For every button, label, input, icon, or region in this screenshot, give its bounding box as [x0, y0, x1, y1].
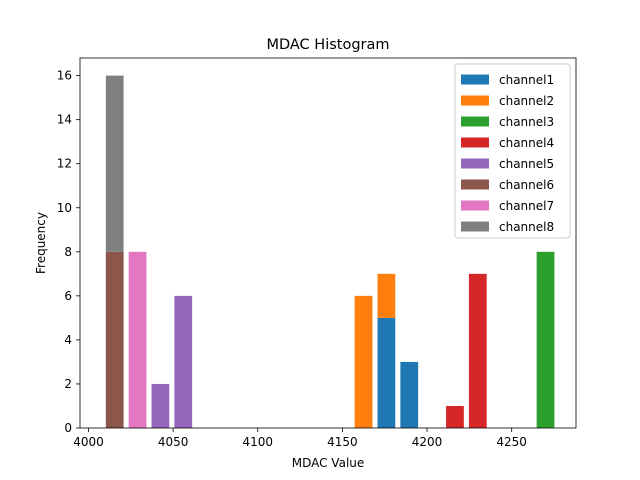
legend-swatch-channel5: [461, 158, 489, 169]
legend: channel1 channel2 channel3 channel4 channel5…: [454, 63, 571, 239]
legend-label-channel1: channel1: [499, 73, 554, 87]
legend-swatch-channel8: [461, 221, 489, 232]
bar-channel4: [468, 273, 487, 428]
bar-channel2: [377, 273, 396, 318]
legend-label-channel7: channel7: [499, 199, 554, 213]
plot-area-frame: [79, 57, 577, 429]
legend-label-channel4: channel4: [499, 136, 554, 150]
legend-swatch-channel1: [461, 74, 489, 85]
bar-channel7: [128, 251, 147, 428]
y-axis-label: Frequency: [34, 212, 48, 274]
y-tick-label: 14: [57, 113, 72, 127]
bar-channel5: [174, 295, 193, 428]
y-tick-label: 0: [64, 421, 72, 435]
y-tick-label: 16: [57, 69, 72, 83]
x-tick-label: 4000: [73, 435, 104, 449]
y-tick-label: 8: [64, 245, 72, 259]
y-tick-label: 6: [64, 289, 72, 303]
legend-swatch-channel2: [461, 95, 489, 106]
legend-swatch-channel7: [461, 200, 489, 211]
x-tick-label: 4050: [158, 435, 189, 449]
y-axis-ticks: 0 2 4 6 8 10 12 14 16: [57, 69, 80, 435]
bar-channel4: [446, 405, 464, 428]
x-tick-label: 4200: [412, 435, 443, 449]
bar-channel3: [536, 251, 555, 428]
bar-channel2: [354, 295, 373, 428]
x-axis-label: MDAC Value: [292, 456, 365, 470]
legend-swatch-channel6: [461, 179, 489, 190]
bar-channel8: [105, 75, 124, 252]
x-tick-label: 4150: [327, 435, 358, 449]
legend-swatch-channel4: [461, 137, 489, 148]
legend-label-channel5: channel5: [499, 157, 554, 171]
bar-channel5: [151, 383, 170, 428]
y-tick-label: 10: [57, 201, 72, 215]
x-axis-ticks: 4000 4050 4100 4150 4200 4250: [73, 428, 527, 449]
bar-channel1: [400, 361, 419, 428]
chart-title: MDAC Histogram: [266, 37, 389, 53]
legend-label-channel8: channel8: [499, 220, 554, 234]
bar-channel1: [377, 317, 396, 428]
y-tick-label: 2: [64, 377, 72, 391]
legend-label-channel6: channel6: [499, 178, 554, 192]
y-tick-label: 12: [57, 157, 72, 171]
legend-box: [454, 63, 571, 239]
bar-channel6: [105, 251, 124, 428]
legend-label-channel3: channel3: [499, 115, 554, 129]
y-tick-label: 4: [64, 333, 72, 347]
legend-swatch-channel3: [461, 116, 489, 127]
x-tick-label: 4250: [496, 435, 527, 449]
bars-layer: [105, 75, 555, 428]
x-tick-label: 4100: [242, 435, 273, 449]
legend-label-channel2: channel2: [499, 94, 554, 108]
